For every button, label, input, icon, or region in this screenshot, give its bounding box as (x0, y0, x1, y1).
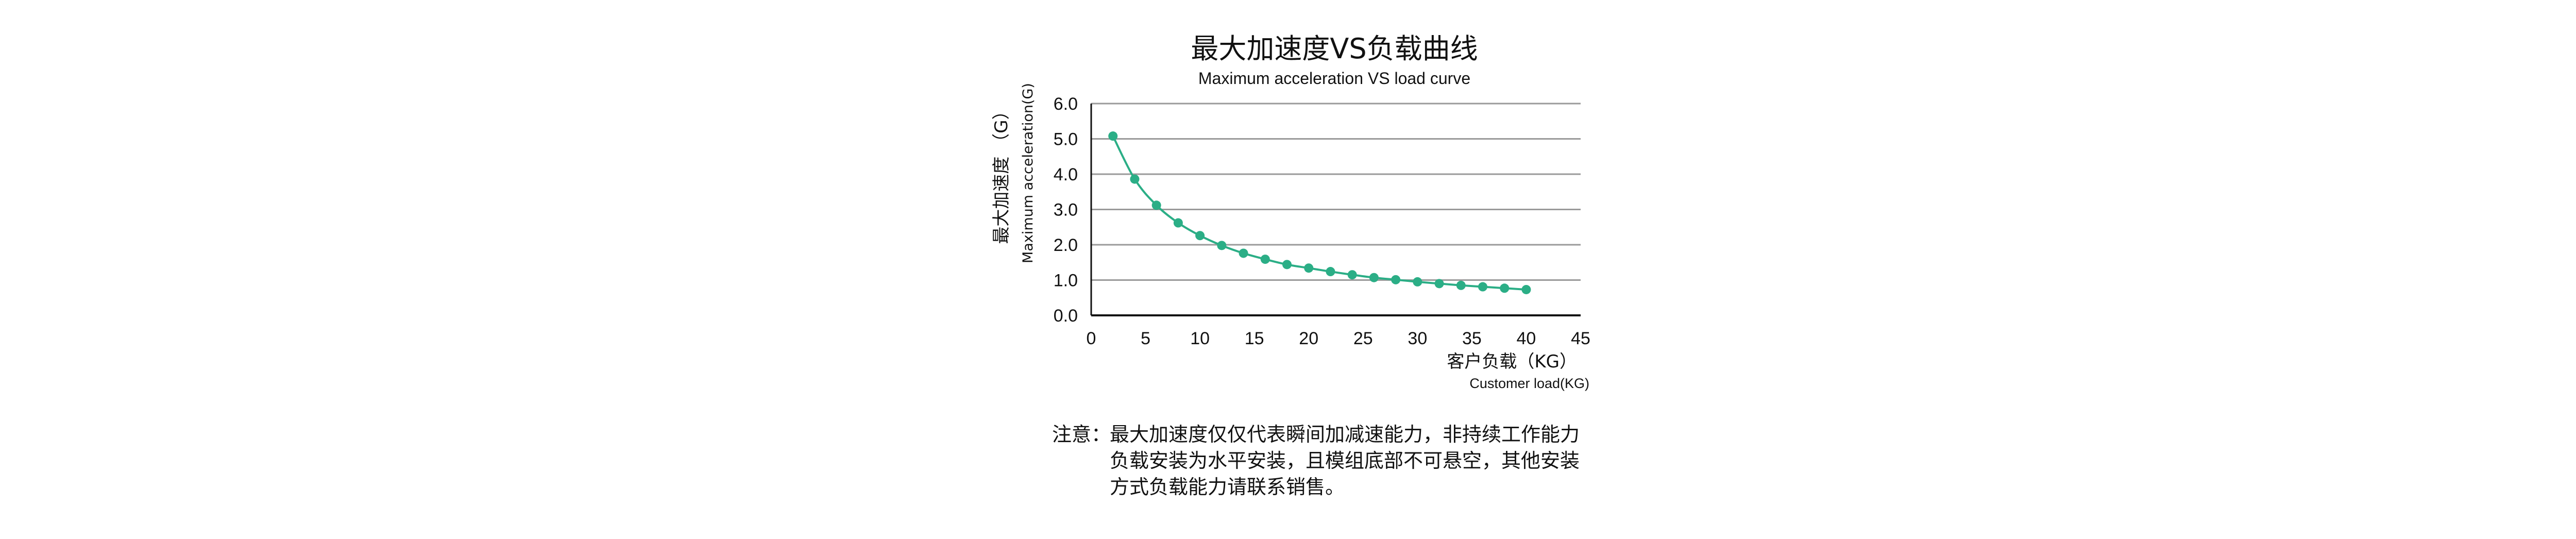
data-point (1369, 273, 1379, 282)
chart-title: 最大加速度VS负载曲线 (1191, 32, 1478, 65)
data-point (1521, 284, 1531, 294)
x-tick-label: 35 (1462, 329, 1482, 348)
note-label: 注意： (1052, 423, 1111, 446)
note-line: 最大加速度仅仅代表瞬间加减速能力，非持续工作能力 (1110, 423, 1580, 446)
y-tick-label: 5.0 (1054, 130, 1078, 149)
data-point (1456, 280, 1466, 290)
x-tick-label: 15 (1245, 329, 1264, 348)
x-tick-label: 45 (1571, 329, 1590, 348)
data-point (1173, 218, 1183, 228)
chart-subtitle: Maximum acceleration VS load curve (1198, 69, 1471, 88)
data-point (1151, 200, 1161, 210)
data-point (1108, 131, 1118, 141)
data-point (1500, 283, 1510, 293)
data-point (1478, 282, 1487, 292)
y-tick-label: 2.0 (1054, 235, 1078, 255)
x-tick-label: 5 (1141, 329, 1150, 348)
x-tick-label: 10 (1190, 329, 1210, 348)
x-tick-label: 25 (1353, 329, 1373, 348)
data-point (1217, 241, 1227, 250)
data-point (1326, 267, 1335, 277)
data-point (1391, 275, 1401, 284)
data-point (1347, 270, 1357, 280)
x-tick-label: 20 (1299, 329, 1318, 348)
note-line: 负载安装为水平安装，且模组底部不可悬空，其他安装 (1110, 449, 1580, 472)
data-point (1282, 260, 1292, 270)
data-point (1413, 277, 1422, 287)
data-point (1195, 231, 1205, 241)
x-tick-label: 0 (1087, 329, 1096, 348)
data-point (1239, 248, 1248, 258)
y-tick-label: 6.0 (1054, 94, 1078, 114)
y-tick-label: 3.0 (1054, 200, 1078, 220)
x-axis-label-en: Customer load(KG) (1469, 376, 1589, 391)
data-point (1434, 279, 1444, 289)
note-line: 方式负载能力请联系销售。 (1110, 476, 1345, 498)
y-tick-label: 1.0 (1054, 271, 1078, 291)
data-point (1304, 263, 1314, 273)
x-axis-label: 客户负载（KG） (1447, 351, 1577, 372)
note-body: 最大加速度仅仅代表瞬间加减速能力，非持续工作能力 负载安装为水平安装，且模组底部… (1110, 422, 1580, 500)
x-tick-label: 30 (1408, 329, 1427, 348)
data-point (1260, 255, 1270, 264)
y-tick-label: 0.0 (1054, 306, 1078, 326)
data-point (1130, 174, 1140, 184)
x-tick-label: 40 (1517, 329, 1536, 348)
series-line (1112, 136, 1527, 291)
y-tick-label: 4.0 (1054, 165, 1078, 184)
